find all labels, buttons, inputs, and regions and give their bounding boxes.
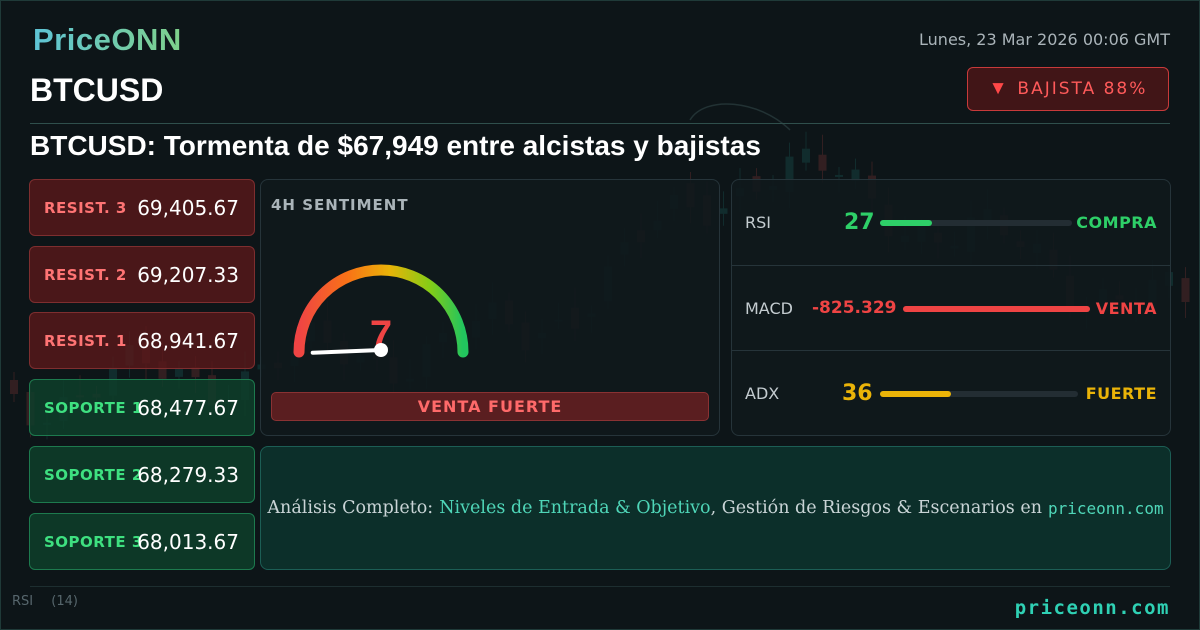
trend-badge-label: BAJISTA 88% [1017,79,1148,99]
indicator-fill [903,306,1090,312]
background-curve [689,103,791,131]
rsi-label: RSI [12,594,34,609]
footer-divider [30,586,1170,587]
sentiment-title: 4H SENTIMENT [271,196,409,214]
level-value: 68,279.33 [137,462,239,487]
indicator-name: RSI [745,213,771,232]
background-candle-body [851,169,860,181]
headline: BTCUSD: Tormenta de $67,949 entre alcist… [30,130,761,161]
indicator-track [903,306,1090,312]
analysis-promo-banner[interactable]: Análisis Completo: Niveles de Entrada & … [260,446,1171,570]
level-label: RESIST. 2 [44,265,127,284]
indicator-signal: FUERTE [1085,384,1157,403]
background-candle-body [191,367,200,378]
background-rsi-label: RSI (14) [12,594,78,609]
indicator-row-rsi: RSI 27 COMPRA [732,180,1170,265]
level-resistance-2: RESIST. 2 69,207.33 [29,246,255,303]
indicator-name: ADX [745,384,780,403]
level-value: 68,013.67 [137,529,239,554]
level-label: SOPORTE 3 [44,532,143,551]
datetime-label: Lunes, 23 Mar 2026 00:06 GMT [919,30,1170,49]
background-candle-body [1181,278,1190,302]
indicator-row-adx: ADX 36 FUERTE [732,350,1170,436]
gauge-pivot [374,343,388,357]
level-support-1: SOPORTE 1 68,477.67 [29,379,255,436]
indicator-value: -825.329 [812,298,897,318]
promo-lead: Análisis Completo: [267,498,434,518]
rsi-period: (14) [51,594,78,609]
brand-logo: PriceONN [33,22,182,57]
indicator-signal: COMPRA [1076,213,1157,232]
indicator-value: 36 [842,381,873,406]
indicator-track [880,391,1078,397]
promo-rest: , Gestión de Riesgos & Escenarios en [710,498,1042,518]
background-candle-body [802,148,810,163]
gauge-needle [310,348,383,355]
level-value: 68,941.67 [137,328,239,353]
indicator-name: MACD [745,299,793,318]
level-resistance-3: RESIST. 3 69,405.67 [29,179,255,236]
indicator-value: 27 [844,210,875,235]
sentiment-panel: 4H SENTIMENT 7 VENTA FUERTE [260,179,720,436]
indicators-panel: RSI 27 COMPRA MACD -825.329 VENTA ADX 36… [731,179,1171,436]
down-triangle-icon: ▼ [988,78,1008,99]
indicator-fill [880,391,952,397]
level-value: 69,405.67 [137,195,239,220]
level-value: 69,207.33 [137,262,239,287]
promo-site-link[interactable]: priceonn.com [1047,498,1164,518]
header-divider [30,123,1170,124]
background-candle-body [175,369,183,377]
background-candle-body [10,380,18,394]
level-label: RESIST. 3 [44,198,127,217]
background-candle-body [785,156,794,193]
level-support-3: SOPORTE 3 68,013.67 [29,513,255,570]
symbol-title: BTCUSD [30,72,164,108]
indicator-track [880,220,1072,226]
gauge-arc [293,264,469,358]
sentiment-verdict: VENTA FUERTE [271,392,709,421]
level-label: SOPORTE 1 [44,398,143,417]
level-support-2: SOPORTE 2 68,279.33 [29,446,255,503]
trend-badge: ▼ BAJISTA 88% [967,67,1169,111]
indicator-fill [880,220,932,226]
level-label: RESIST. 1 [44,331,127,350]
level-value: 68,477.67 [137,395,239,420]
level-label: SOPORTE 2 [44,465,143,484]
level-resistance-1: RESIST. 1 68,941.67 [29,312,255,369]
indicator-row-macd: MACD -825.329 VENTA [732,265,1170,351]
background-candle-body [719,208,728,214]
background-candle-body [818,154,827,171]
promo-highlight[interactable]: Niveles de Entrada & Objetivo [439,498,711,518]
footer-site-link[interactable]: priceonn.com [1014,597,1170,619]
sentiment-gauge: 7 [293,264,469,358]
background-candle-body [835,174,843,177]
indicator-signal: VENTA [1095,299,1157,318]
background-candle-body [158,361,167,379]
